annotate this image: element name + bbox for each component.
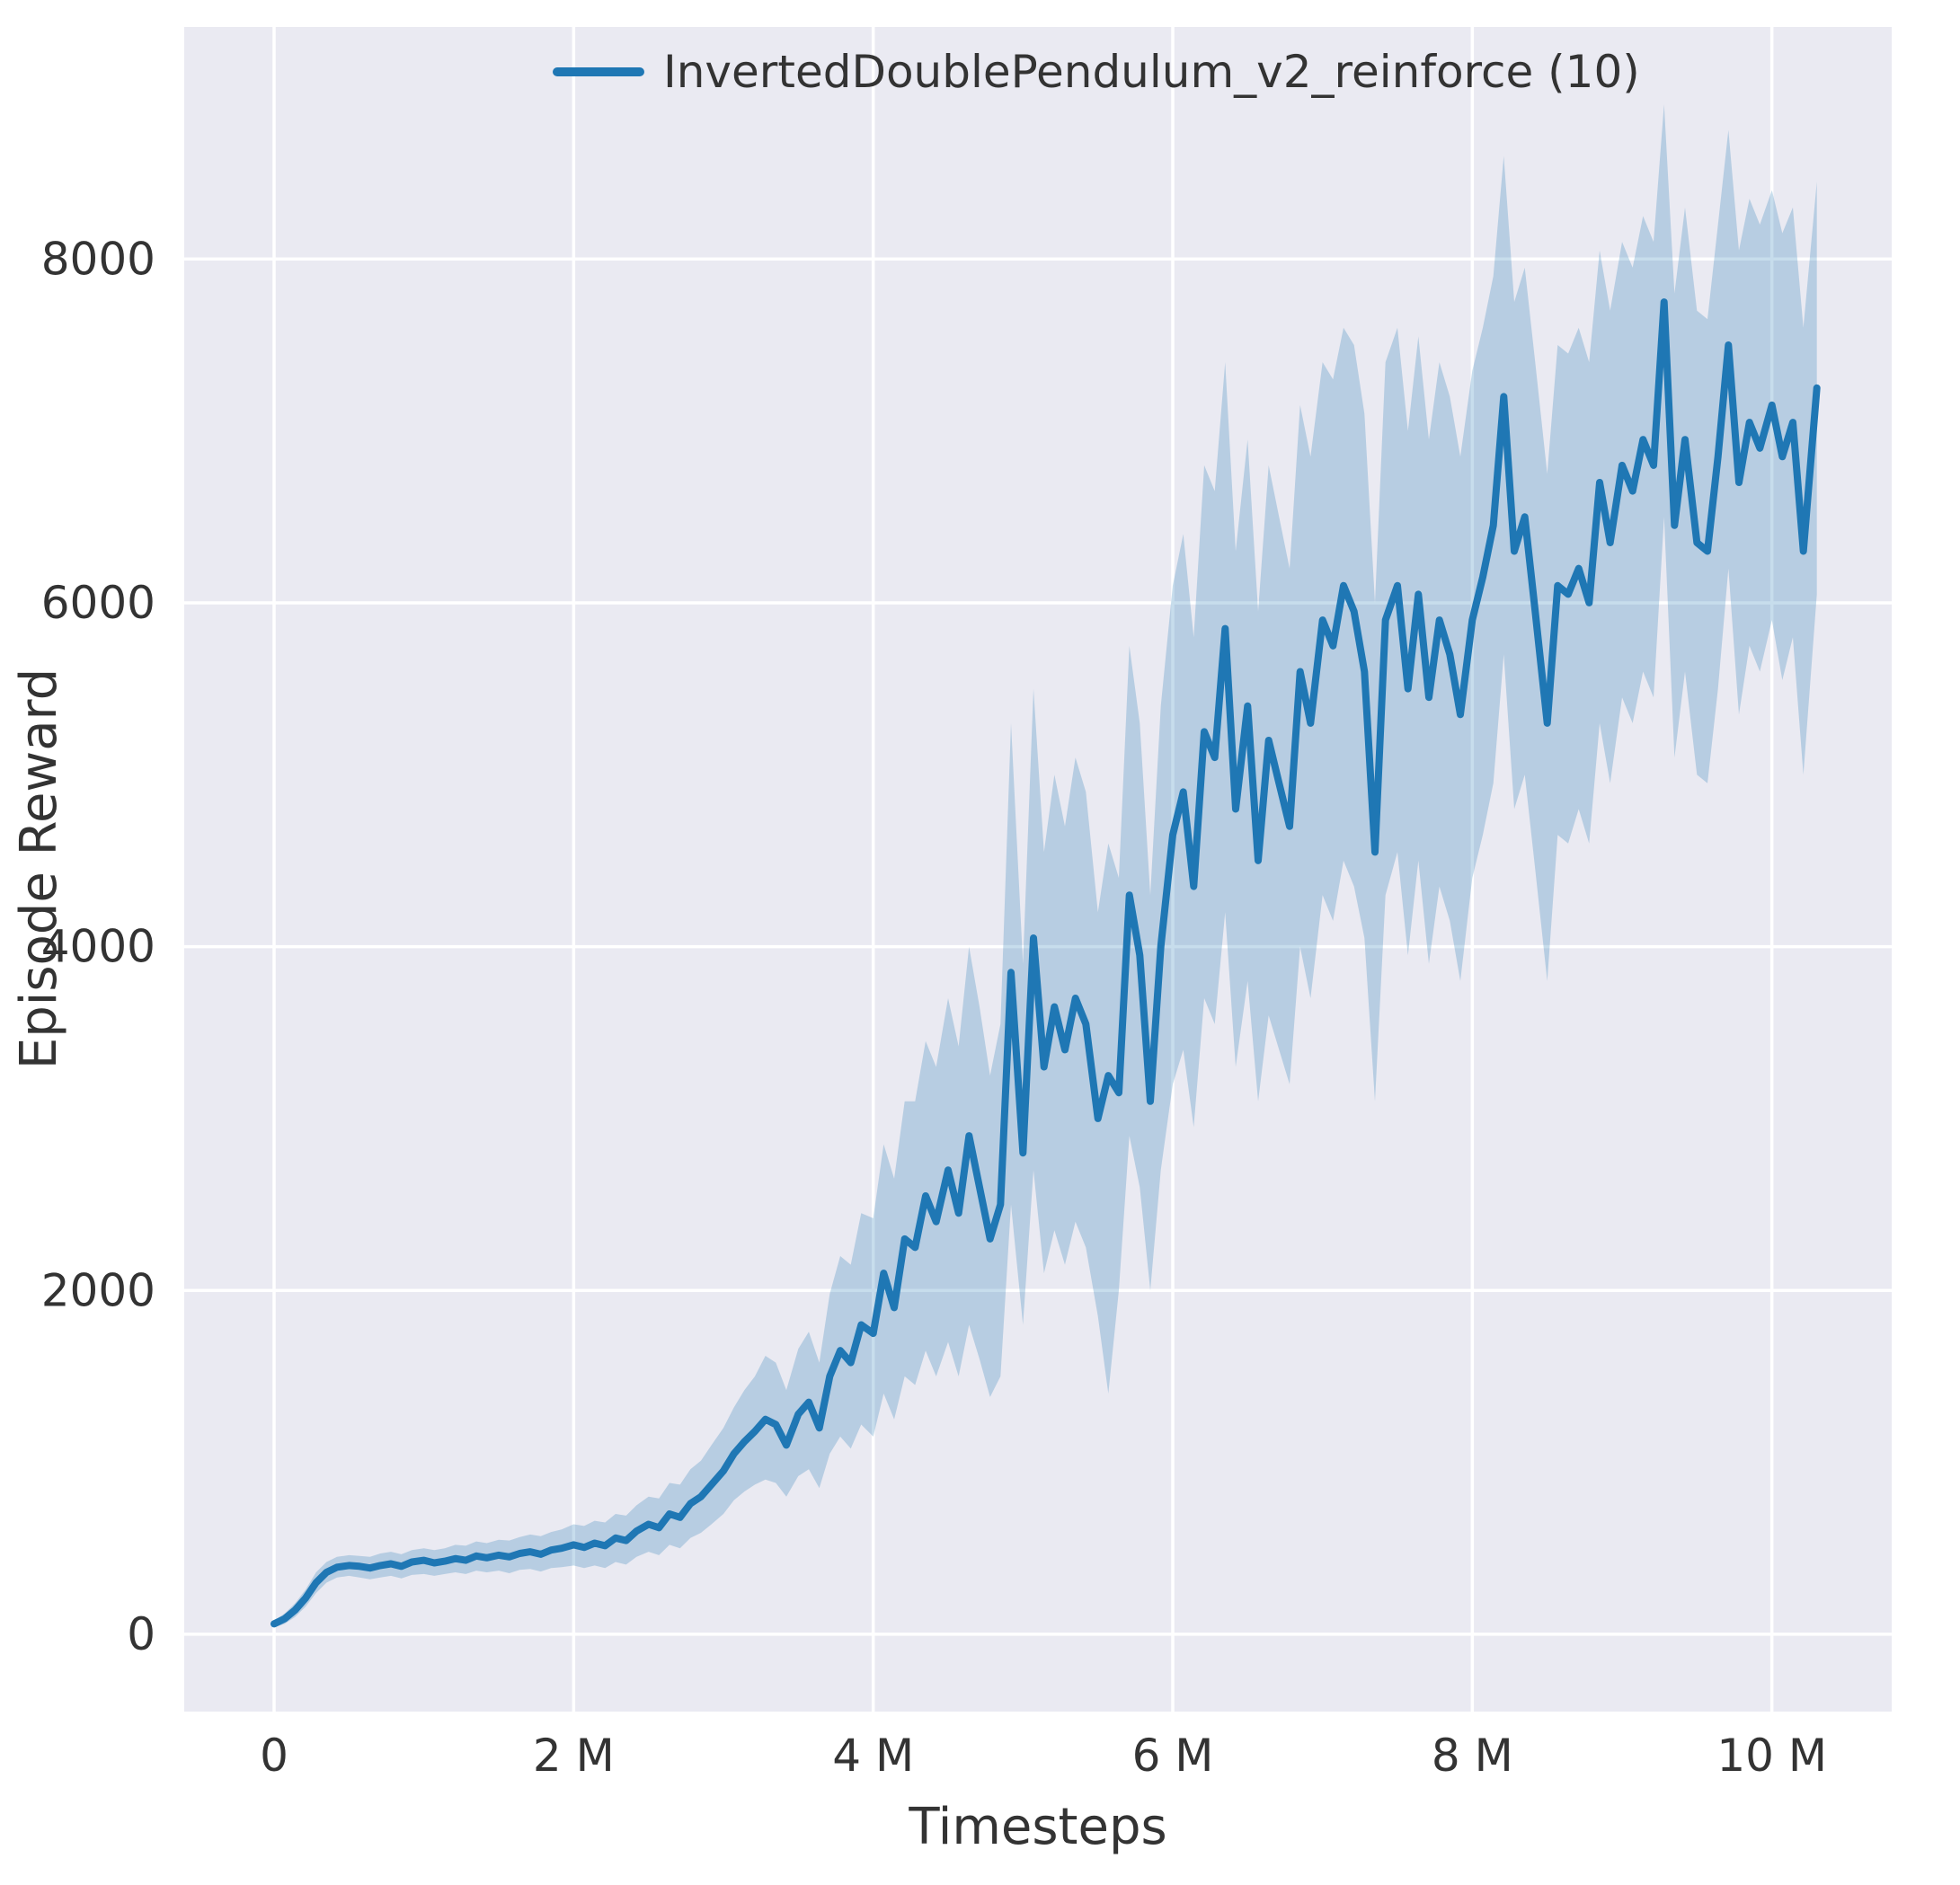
y-tick-label: 2000 [41,1264,155,1316]
confidence-band [274,104,1817,1628]
y-tick-label: 6000 [41,577,155,629]
y-tick-label: 4000 [41,921,155,973]
x-tick-label: 10 M [1716,1730,1827,1782]
x-tick-label: 0 [260,1730,288,1782]
x-tick-label: 2 M [533,1730,615,1782]
x-tick-label: 8 M [1432,1730,1513,1782]
legend: InvertedDoublePendulum_v2_reinforce (10) [553,46,1640,98]
x-tick-label: 6 M [1132,1730,1214,1782]
x-axis-ticks: 0 2 M 4 M 6 M 8 M 10 M [260,1730,1827,1782]
y-tick-label: 0 [127,1608,155,1660]
line-series [270,298,1821,1628]
y-axis-ticks: 0 2000 4000 6000 8000 [41,233,155,1660]
x-tick-label: 4 M [832,1730,914,1782]
x-axis-label: Timesteps [908,1798,1166,1856]
y-axis-label: Episode Reward [10,668,68,1069]
legend-label: InvertedDoublePendulum_v2_reinforce (10) [663,46,1640,98]
y-tick-label: 8000 [41,233,155,285]
plot-area [184,27,1892,1712]
grid [184,27,1892,1712]
